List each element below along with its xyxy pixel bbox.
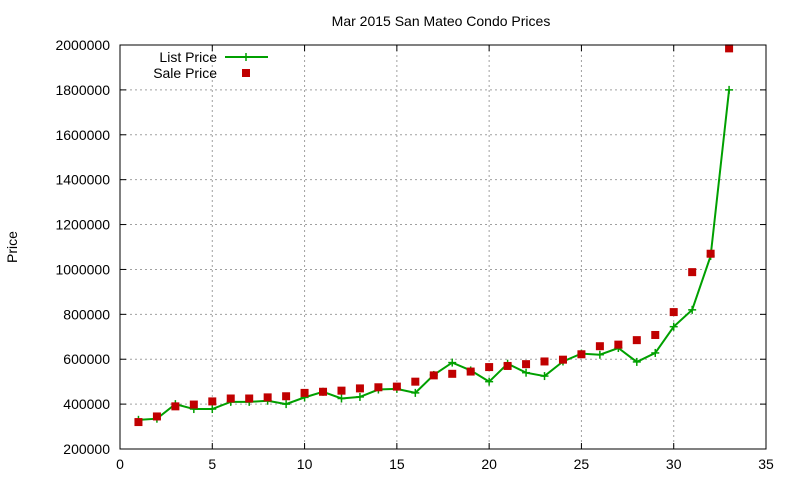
sale-price-point (466, 367, 475, 376)
sale-price-point (448, 369, 457, 378)
legend-entry: List Price (159, 49, 268, 65)
x-tick-label: 30 (666, 456, 682, 472)
sale-price-point (651, 330, 660, 339)
y-tick-label: 1800000 (55, 82, 110, 98)
sale-price-point (300, 388, 309, 397)
y-tick-label: 2000000 (55, 37, 110, 53)
series-sale-price (134, 44, 734, 427)
sale-price-point (706, 249, 715, 258)
y-tick-label: 200000 (63, 441, 110, 457)
y-tick-label: 1200000 (55, 217, 110, 233)
sale-price-point (540, 357, 549, 366)
sale-price-point (577, 350, 586, 359)
grid (120, 45, 766, 449)
sale-price-point (355, 384, 364, 393)
x-tick-label: 10 (297, 456, 313, 472)
list-price-point (485, 377, 494, 386)
list-price-point (411, 388, 420, 397)
sale-price-point (282, 392, 291, 401)
axis-ticks: 200000 400000 600000 800000 1000000 1200000 14… (55, 37, 774, 472)
list-price-point (688, 305, 697, 314)
sale-price-point (503, 361, 512, 370)
list-price-point (595, 350, 604, 359)
list-price-point (282, 400, 291, 409)
sale-price-point (632, 336, 641, 345)
sale-price-point (152, 412, 161, 421)
list-price-point (669, 322, 678, 331)
x-tick-label: 0 (116, 456, 124, 472)
legend-label: List Price (159, 49, 217, 65)
list-price-point (355, 392, 364, 401)
sale-price-point (669, 308, 678, 317)
plot-frame (119, 44, 767, 450)
list-price-point (522, 368, 531, 377)
sale-price-point (245, 394, 254, 403)
y-tick-label: 1000000 (55, 261, 110, 277)
list-price-point (208, 405, 217, 414)
sale-price-point (374, 383, 383, 392)
x-tick-label: 5 (208, 456, 216, 472)
list-price-line (138, 89, 731, 421)
list-price-point (337, 394, 346, 403)
sale-price-point (189, 400, 198, 409)
sale-price-point (725, 44, 734, 53)
series (134, 44, 734, 427)
list-price-point (632, 357, 641, 366)
sale-price-point (263, 393, 272, 402)
sale-price-point (319, 387, 328, 396)
legend-square-marker (242, 69, 250, 77)
sale-price-point (171, 402, 180, 411)
sale-price-point (392, 382, 401, 391)
list-price-point (448, 358, 457, 367)
sale-price-point (411, 377, 420, 386)
legend-entry: Sale Price (153, 65, 250, 81)
legend-label: Sale Price (153, 65, 217, 81)
sale-price-point (688, 268, 697, 277)
chart-title: Mar 2015 San Mateo Condo Prices (332, 13, 551, 29)
x-tick-label: 20 (481, 456, 497, 472)
sale-price-point (558, 355, 567, 364)
y-axis-label: Price (4, 231, 20, 263)
y-tick-label: 600000 (63, 351, 110, 367)
x-tick-label: 25 (574, 456, 590, 472)
x-tick-label: 15 (389, 456, 405, 472)
list-price-point (540, 372, 549, 381)
sale-price-point (429, 371, 438, 380)
sale-price-point (485, 363, 494, 372)
y-tick-label: 800000 (63, 306, 110, 322)
sale-price-point (226, 394, 235, 403)
sale-price-point (522, 360, 531, 369)
y-tick-label: 400000 (63, 396, 110, 412)
sale-price-point (614, 340, 623, 349)
sale-price-point (595, 342, 604, 351)
sale-price-point (337, 386, 346, 395)
list-price-point (651, 348, 660, 357)
legend-plus-marker (242, 53, 250, 61)
sale-price-point (134, 418, 143, 427)
x-tick-label: 35 (758, 456, 774, 472)
y-tick-label: 1400000 (55, 172, 110, 188)
y-tick-label: 1600000 (55, 127, 110, 143)
sale-price-point (208, 397, 217, 406)
list-price-point (725, 85, 734, 94)
